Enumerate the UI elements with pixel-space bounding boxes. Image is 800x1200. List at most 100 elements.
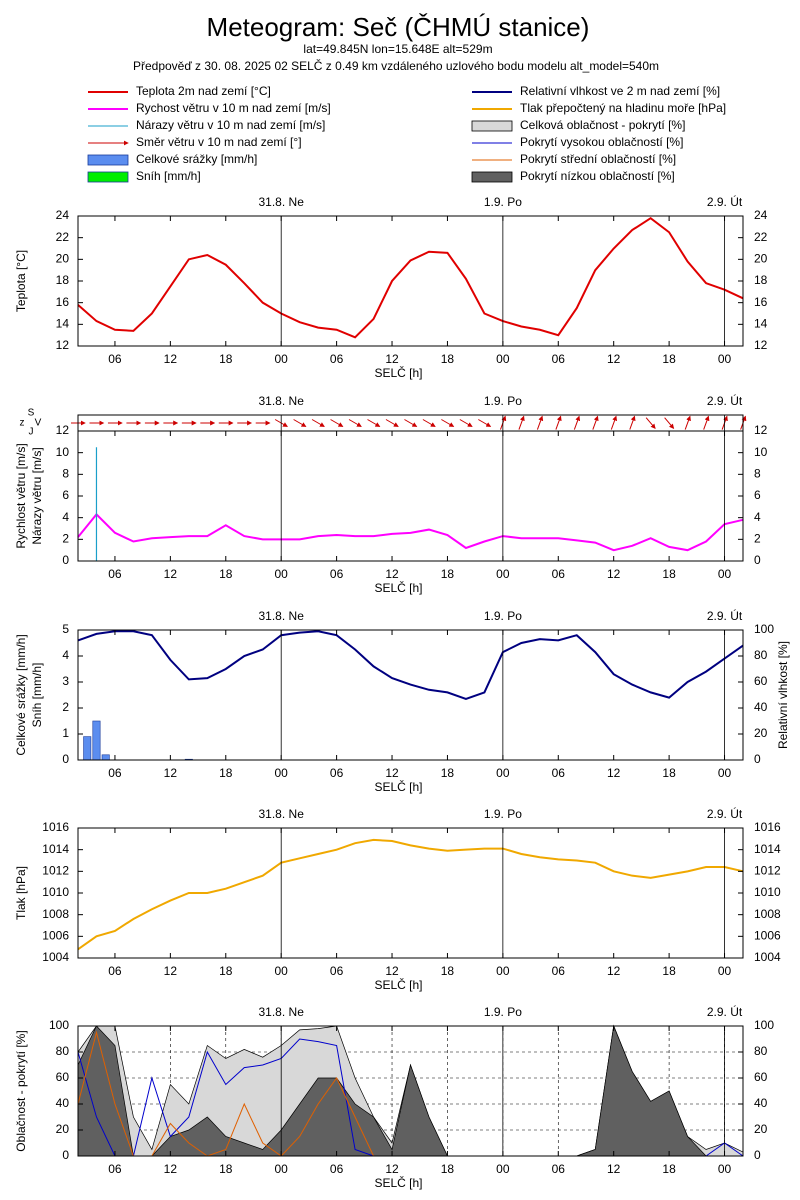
x-tick-label: 00 [718,567,732,581]
x-tick-label: 00 [275,567,289,581]
line-series [77,216,744,339]
x-tick-label: 18 [662,964,676,978]
y2-tick-label: 100 [754,622,774,636]
y-tick-label: 1004 [42,950,69,964]
legend-label: Pokrytí vysokou oblačností [%] [520,135,683,149]
compass-label: S [28,408,35,419]
legend-label: Celková oblačnost - pokrytí [%] [520,118,685,132]
y-axis-label: Teplota [°C] [14,250,28,312]
y2-tick-label: 4 [754,510,761,524]
y-axis-label: Oblačnost - pokrytí [%] [14,1030,28,1151]
wind-arrow [441,419,455,427]
y2-tick-label: 40 [754,700,768,714]
y-tick-label: 14 [56,317,70,331]
y-tick-label: 4 [62,648,69,662]
y2-tick-label: 20 [754,726,768,740]
y-tick-label: 40 [56,1096,70,1110]
day-label: 1.9. Po [484,1005,522,1019]
area-series [77,1024,743,1157]
y-axis-label: Celkové srážky [mm/h] [14,634,28,755]
x-tick-label: 18 [219,567,233,581]
compass-label: V [35,418,42,429]
x-tick-label: 18 [662,766,676,780]
wind-arrow [293,419,307,427]
x-tick-label: 18 [662,1162,676,1176]
day-label: 31.8. Ne [259,609,305,623]
x-tick-label: 00 [496,1162,510,1176]
x-tick-label: 00 [275,1162,289,1176]
x-axis-label: SELČ [h] [374,580,422,595]
x-tick-label: 12 [385,766,399,780]
x-tick-label: 12 [164,352,178,366]
precip-bar [83,736,92,761]
wind-arrow [422,419,436,427]
plot-frame [77,629,744,761]
legend-swatch [87,154,129,166]
y2-tick-label: 0 [754,752,761,766]
x-tick-label: 12 [607,964,621,978]
x-tick-label: 12 [607,352,621,366]
title: Meteogram: Seč (ČHMÚ stanice) [207,12,590,42]
x-tick-label: 00 [496,766,510,780]
x-tick-label: 00 [496,964,510,978]
y2-tick-label: 1008 [754,907,781,921]
x-tick-label: 00 [496,352,510,366]
day-label: 2.9. Út [707,393,743,408]
day-label: 2.9. Út [707,806,743,821]
x-tick-label: 06 [552,766,566,780]
legend-label: Relativní vlhkost ve 2 m nad zemí [%] [520,84,720,98]
x-tick-label: 18 [219,964,233,978]
y-tick-label: 24 [56,208,70,222]
x-tick-label: 06 [552,1162,566,1176]
y2-tick-label: 0 [754,1148,761,1162]
y-tick-label: 1010 [42,885,69,899]
y-tick-label: 1016 [42,820,69,834]
wind-arrow [573,415,581,430]
day-label: 2.9. Út [707,194,743,209]
x-tick-label: 00 [496,567,510,581]
y2-tick-label: 22 [754,230,768,244]
y2-tick-label: 1016 [754,820,781,834]
arrow-strip [77,414,744,432]
x-tick-label: 06 [108,964,122,978]
y-tick-label: 2 [62,700,69,714]
wind-arrow [311,419,325,427]
x-axis-label: SELČ [h] [374,977,422,992]
day-label: 2.9. Út [707,1004,743,1019]
x-tick-label: 12 [607,766,621,780]
x-tick-label: 12 [607,567,621,581]
day-label: 31.8. Ne [259,1005,305,1019]
y-tick-label: 1 [62,726,69,740]
plot-frame [77,1025,744,1157]
y2-axis-label: Relativní vlhkost [%] [776,641,790,749]
y-tick-label: 4 [62,510,69,524]
y2-tick-label: 1006 [754,929,781,943]
legend-label: Celkové srážky [mm/h] [136,152,257,166]
y2-tick-label: 60 [754,674,768,688]
x-tick-label: 00 [275,964,289,978]
x-tick-label: 18 [441,352,455,366]
y-tick-label: 5 [62,622,69,636]
y2-tick-label: 8 [754,467,761,481]
y2-tick-label: 60 [754,1070,768,1084]
x-tick-label: 06 [108,567,122,581]
y-tick-label: 0 [62,752,69,766]
plot-frame [77,215,744,347]
precip-bar [92,720,101,761]
location: lat=49.845N lon=15.648E alt=529m [303,42,492,56]
y-axis-label: Sníh [mm/h] [30,663,44,728]
y2-tick-label: 40 [754,1096,768,1110]
y-tick-label: 60 [56,1070,70,1084]
y-tick-label: 0 [62,553,69,567]
y2-tick-label: 10 [754,445,768,459]
x-tick-label: 00 [718,352,732,366]
x-axis-label: SELČ [h] [374,365,422,380]
y-tick-label: 18 [56,273,70,287]
legend-label: Teplota 2m nad zemí [°C] [136,84,271,98]
y-tick-label: 0 [62,1148,69,1162]
wind-arrow [478,419,492,427]
day-label: 2.9. Út [707,608,743,623]
x-tick-label: 06 [330,352,344,366]
day-label: 31.8. Ne [259,394,305,408]
